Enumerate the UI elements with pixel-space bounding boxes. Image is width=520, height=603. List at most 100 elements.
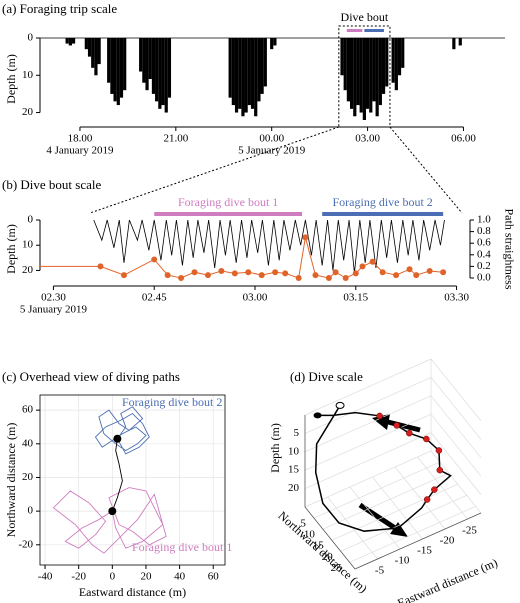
y-tick-label: 20 (322, 551, 334, 563)
grid-line (430, 395, 482, 459)
y2-tick-label: 0.4 (477, 248, 491, 260)
straightness-point (295, 275, 302, 281)
straightness-point (282, 270, 289, 277)
dive (244, 38, 248, 113)
y-tick-label: 10 (22, 69, 34, 81)
straightness-point (218, 268, 225, 275)
marked-point (406, 429, 413, 437)
x-tick-label: -20 (440, 535, 455, 547)
dive (241, 38, 245, 117)
dive (155, 38, 159, 102)
grid-line (304, 432, 432, 489)
dive (91, 38, 95, 68)
dive (263, 38, 267, 87)
dive (452, 38, 456, 50)
straightness-point (379, 269, 386, 276)
x-tick-label: 00.00 (259, 133, 284, 145)
x-tick-label: -40 (38, 571, 53, 583)
straightness-point (332, 269, 339, 276)
straightness-point (191, 269, 198, 276)
grid-line (430, 432, 482, 495)
track (94, 406, 150, 455)
dive (119, 38, 124, 98)
y-axis-label: Depth (m) (4, 224, 18, 274)
dive (359, 38, 363, 113)
track-label: Foraging dive bout 1 (132, 540, 232, 554)
dive (385, 38, 389, 87)
bout-marker (346, 29, 363, 32)
dive (372, 38, 376, 102)
marked-point (435, 447, 443, 454)
grid-line (430, 413, 482, 477)
dive (71, 38, 76, 44)
straightness-point (342, 275, 349, 281)
x-tick-label: 03.30 (444, 292, 469, 304)
z-tick-label: 5 (294, 427, 300, 439)
x-tick-label: -10 (395, 555, 410, 567)
y-axis-label: Northward distance (m) (4, 423, 18, 538)
date-label: 4 January 2019 (46, 145, 114, 157)
z-tick-label: 15 (288, 464, 300, 476)
y-axis-label: Depth (m) (4, 54, 18, 104)
dive (84, 38, 88, 50)
plot-frame (39, 394, 226, 566)
y-tick-label: 20 (22, 106, 34, 118)
box-edge (304, 358, 432, 416)
dive (116, 38, 120, 106)
dive (87, 38, 92, 57)
arrow-head (372, 414, 390, 430)
y-tick-label: -20 (18, 538, 33, 550)
grid-line (304, 413, 432, 471)
track (52, 487, 167, 554)
grid-line (394, 466, 446, 530)
marked-point (376, 412, 383, 420)
dive (343, 38, 347, 91)
grid-line (313, 461, 441, 519)
dive (346, 38, 351, 102)
dive (145, 38, 149, 91)
y-tick-label: 10 (22, 239, 34, 251)
y2-tick-label: 0.2 (477, 260, 491, 272)
dive (161, 38, 165, 106)
arrow-head (390, 522, 408, 537)
end-point (335, 401, 345, 409)
y-tick-label: 5 (300, 518, 306, 530)
straightness-point (393, 272, 400, 279)
x-tick-label: 03.00 (243, 292, 268, 304)
y2-tick-label: 0.0 (477, 272, 491, 284)
depth-profile (93, 219, 445, 273)
marked-point (423, 435, 430, 443)
y2-tick-label: 0.6 (477, 237, 491, 249)
dive (158, 38, 162, 109)
zoom-connector (389, 126, 463, 214)
dive (148, 38, 152, 79)
x-axis-label: Eastward distance (m) (395, 555, 499, 603)
marked-point (393, 422, 400, 429)
straightness-point (245, 269, 252, 276)
x-tick-label: -20 (71, 571, 86, 583)
dive (378, 38, 382, 106)
track (111, 438, 123, 512)
dive (123, 38, 127, 91)
dive (401, 38, 405, 68)
x-tick-label: 06.00 (451, 133, 476, 145)
bout-bar (322, 212, 444, 216)
dive (369, 38, 373, 113)
grid-line (417, 456, 468, 520)
grid-line (430, 377, 482, 440)
y-tick-label: 10 (304, 529, 316, 541)
y-tick-label: 0 (28, 32, 34, 44)
straightness-point (272, 269, 279, 276)
straightness-point (97, 263, 104, 270)
straightness-point (302, 234, 309, 241)
x-tick-label: 18.00 (68, 133, 93, 145)
grid-line (349, 486, 401, 550)
y-tick-label: 0 (28, 505, 34, 517)
dive (340, 38, 344, 76)
dive (151, 38, 156, 94)
z-tick-label: 10 (288, 445, 300, 457)
dive-path (314, 405, 452, 532)
dive (349, 38, 354, 109)
dive (257, 38, 261, 102)
box-edge (430, 450, 482, 514)
